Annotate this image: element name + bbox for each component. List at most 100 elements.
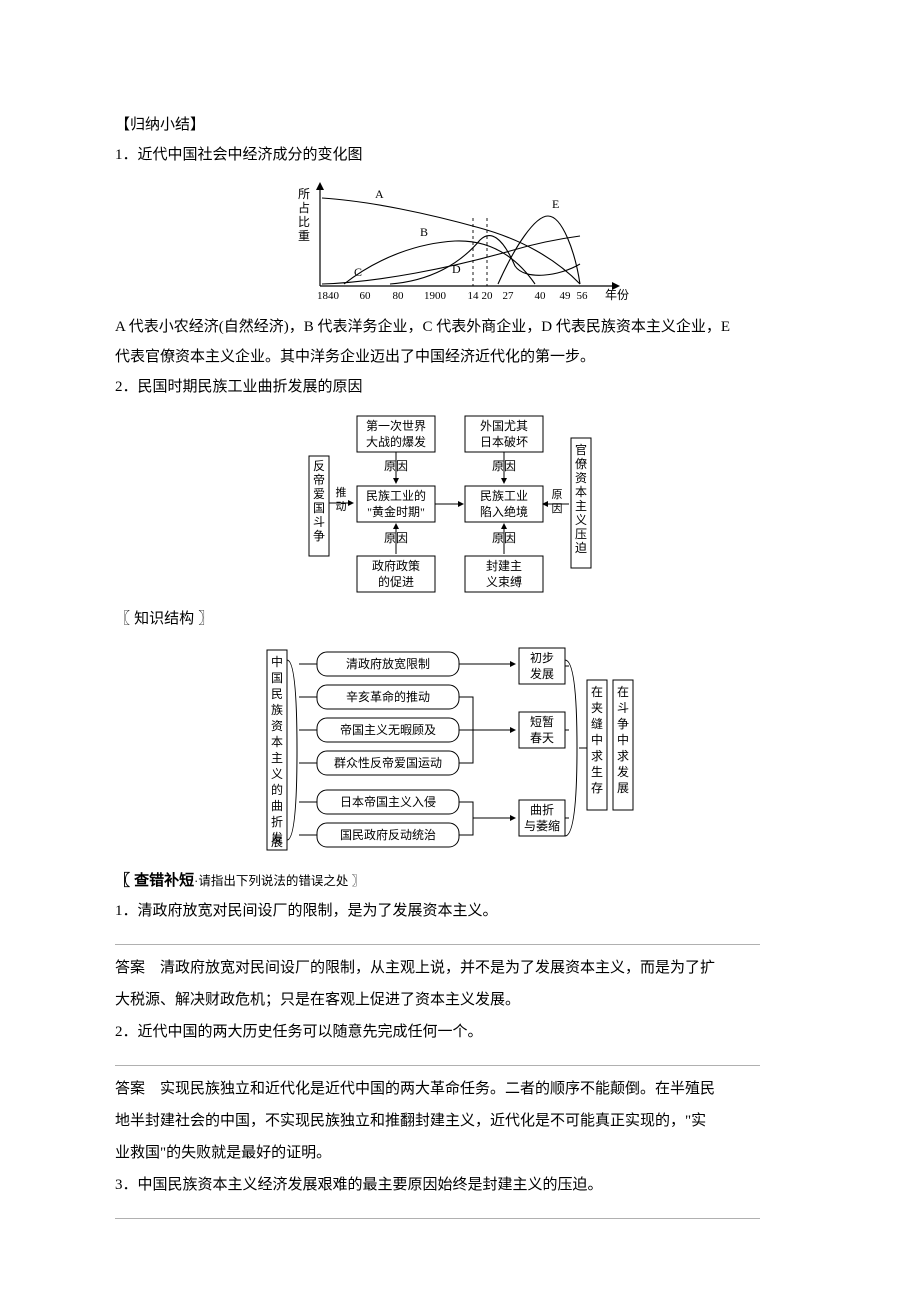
svg-text:展: 展 <box>270 835 282 849</box>
svg-text:夹: 夹 <box>590 701 602 715</box>
svg-text:官: 官 <box>575 442 587 457</box>
svg-text:民族工业的: 民族工业的 <box>366 488 426 503</box>
svg-text:原: 原 <box>552 489 563 501</box>
svg-text:第一次世界: 第一次世界 <box>366 419 426 433</box>
svg-text:发展: 发展 <box>529 666 553 681</box>
item2-title: 2．民国时期民族工业曲折发展的原因 <box>115 372 805 402</box>
qb-heading-bold: 〖 查错补短 <box>115 872 194 889</box>
svg-text:日本帝国主义入侵: 日本帝国主义入侵 <box>339 794 435 809</box>
question-3: 3．中国民族资本主义经济发展艰难的最主要原因始终是封建主义的压迫。 <box>115 1170 805 1200</box>
knowledge-structure-heading: 〖 知识结构 〗 <box>115 604 805 634</box>
chart-x-label: 年份 <box>605 288 629 302</box>
svg-text:斗: 斗 <box>616 701 628 715</box>
answer-1-line2: 大税源、解决财政危机；只是在客观上促进了资本主义发展。 <box>115 985 805 1015</box>
svg-text:政府政策: 政府政策 <box>372 558 420 573</box>
svg-text:60: 60 <box>360 290 372 302</box>
svg-text:资: 资 <box>575 471 587 485</box>
svg-text:帝国主义无暇顾及: 帝国主义无暇顾及 <box>339 722 435 737</box>
svg-text:义束缚: 义束缚 <box>486 575 522 589</box>
item1-title: 1．近代中国社会中经济成分的变化图 <box>115 140 805 170</box>
svg-text:迫: 迫 <box>575 541 587 555</box>
svg-text:80: 80 <box>393 290 405 302</box>
svg-text:56: 56 <box>577 290 589 302</box>
svg-text:展: 展 <box>616 781 628 795</box>
svg-text:的: 的 <box>270 782 282 797</box>
svg-text:斗: 斗 <box>313 515 325 529</box>
svg-text:族: 族 <box>270 703 282 717</box>
svg-text:本: 本 <box>270 735 282 749</box>
svg-text:初步: 初步 <box>529 651 553 665</box>
svg-text:主: 主 <box>575 499 587 513</box>
svg-text:生: 生 <box>590 765 602 779</box>
svg-text:封建主: 封建主 <box>486 559 522 573</box>
answer-2-line2: 地半封建社会的中国，不实现民族独立和推翻封建主义，近代化是不可能真正实现的，"实 <box>115 1106 805 1136</box>
svg-text:比: 比 <box>298 215 310 229</box>
answer-blank-2 <box>115 1047 760 1066</box>
svg-text:国: 国 <box>313 501 325 515</box>
svg-text:爱: 爱 <box>313 487 325 501</box>
svg-text:动: 动 <box>336 500 347 513</box>
svg-text:B: B <box>420 225 428 239</box>
svg-text:27: 27 <box>503 290 515 302</box>
item1-desc-line2: 代表官僚资本主义企业。其中洋务企业迈出了中国经济近代化的第一步。 <box>115 342 805 372</box>
svg-text:1840: 1840 <box>317 290 340 302</box>
svg-text:"黄金时期": "黄金时期" <box>367 504 425 519</box>
svg-text:国: 国 <box>270 671 282 685</box>
svg-text:压: 压 <box>575 527 587 541</box>
svg-text:重: 重 <box>298 229 310 243</box>
svg-text:发: 发 <box>616 764 628 779</box>
svg-text:争: 争 <box>616 717 628 731</box>
chart-y-label: 所 <box>298 187 310 201</box>
svg-text:争: 争 <box>313 529 325 543</box>
svg-text:20: 20 <box>482 290 494 302</box>
svg-text:辛亥革命的推动: 辛亥革命的推动 <box>345 689 429 704</box>
svg-text:在: 在 <box>616 685 628 699</box>
figure-knowledge-structure: 中国民 族资本 主义的 曲折发 展 展 清政府放宽限制 辛亥革命的推动 帝国主义… <box>115 640 805 860</box>
svg-text:的促进: 的促进 <box>378 574 414 589</box>
svg-text:群众性反帝爱国运动: 群众性反帝爱国运动 <box>333 755 441 770</box>
svg-text:大战的爆发: 大战的爆发 <box>366 434 426 449</box>
question-2: 2．近代中国的两大历史任务可以随意先完成任何一个。 <box>115 1017 805 1047</box>
svg-text:资: 资 <box>270 719 282 733</box>
qb-heading-small: ·请指出下列说法的错误之处 〗 <box>194 874 364 888</box>
svg-text:14: 14 <box>468 290 480 302</box>
svg-text:清政府放宽限制: 清政府放宽限制 <box>345 656 429 671</box>
svg-text:中: 中 <box>616 732 628 747</box>
svg-text:僚: 僚 <box>575 456 587 471</box>
answer-blank-3 <box>115 1200 760 1219</box>
svg-text:民族工业: 民族工业 <box>480 489 528 503</box>
svg-text:E: E <box>552 197 559 211</box>
svg-text:A: A <box>375 187 384 201</box>
svg-text:春天: 春天 <box>529 731 553 745</box>
figure-causal-diagram: 反 帝 爱 国 斗 争 推 动 第一次世界 大战的爆发 外国尤其 日本破坏 原因… <box>115 408 805 598</box>
answer-2-line3: 业救国"的失败就是最好的证明。 <box>115 1138 805 1168</box>
svg-text:义: 义 <box>575 513 587 527</box>
svg-text:曲: 曲 <box>270 799 282 813</box>
svg-text:D: D <box>452 262 461 276</box>
figure-economic-composition: 所 占 比 重 1840 60 80 1900 14 20 27 40 49 5… <box>115 176 805 306</box>
svg-text:1900: 1900 <box>424 290 447 302</box>
svg-text:推: 推 <box>336 485 347 499</box>
svg-text:中: 中 <box>270 654 282 669</box>
svg-text:占: 占 <box>298 200 310 215</box>
svg-text:主: 主 <box>270 751 282 765</box>
answer-1-line1: 答案 清政府放宽对民间设厂的限制，从主观上说，并不是为了发展资本主义，而是为了扩 <box>115 953 805 983</box>
svg-text:40: 40 <box>535 290 547 302</box>
svg-text:C: C <box>354 265 362 279</box>
svg-text:民: 民 <box>270 687 282 701</box>
svg-text:短暂: 短暂 <box>529 715 553 729</box>
question-1: 1．清政府放宽对民间设厂的限制，是为了发展资本主义。 <box>115 896 805 926</box>
error-correction-heading: 〖 查错补短·请指出下列说法的错误之处 〗 <box>115 866 805 896</box>
svg-text:日本破坏: 日本破坏 <box>480 434 528 449</box>
svg-text:49: 49 <box>560 290 572 302</box>
svg-text:存: 存 <box>590 781 602 795</box>
answer-2-line1: 答案 实现民族独立和近代化是近代中国的两大革命任务。二者的顺序不能颠倒。在半殖民 <box>115 1074 805 1104</box>
svg-text:缝: 缝 <box>590 716 602 731</box>
svg-text:求: 求 <box>590 749 602 763</box>
svg-text:曲折: 曲折 <box>529 802 553 817</box>
item1-desc-line1: A 代表小农经济(自然经济)，B 代表洋务企业，C 代表外商企业，D 代表民族资… <box>115 312 805 342</box>
svg-text:与萎缩: 与萎缩 <box>523 818 559 833</box>
answer-blank-1 <box>115 926 760 945</box>
svg-text:外国尤其: 外国尤其 <box>480 419 528 433</box>
svg-text:国民政府反动统治: 国民政府反动统治 <box>339 827 435 842</box>
